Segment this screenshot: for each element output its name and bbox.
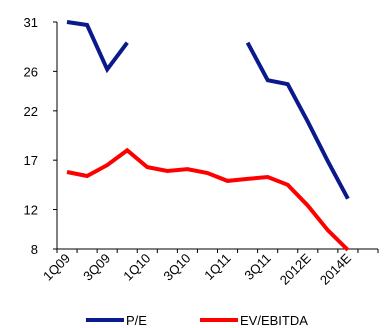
- x-tick-label: 3Q09: [80, 251, 113, 284]
- y-tick-label: 31: [24, 15, 38, 30]
- x-tick-label: 1Q11: [201, 251, 233, 283]
- x-tick-label: 1Q09: [40, 251, 73, 284]
- series-line-ev-ebitda: [66, 147, 350, 252]
- axes: [53, 21, 379, 253]
- series-line-p-e: [66, 20, 350, 200]
- legend-label-p-e: P/E: [126, 313, 147, 328]
- legend-label-ev-ebitda: EV/EBITDA: [240, 313, 308, 328]
- x-tick-label: 3Q11: [241, 251, 273, 283]
- x-axis-tick-labels: 1Q09 3Q09 1Q10 3Q10 1Q11 3Q11 2012E 2014E: [40, 250, 354, 287]
- x-tick-label: 2014E: [317, 250, 354, 287]
- x-tick-label: 1Q10: [120, 251, 153, 284]
- y-tick-label: 8: [31, 242, 38, 257]
- y-tick-label: 26: [24, 64, 38, 79]
- y-tick-label: 22: [24, 104, 38, 119]
- x-tick-label: 2012E: [277, 250, 314, 287]
- x-tick-label: 3Q10: [160, 251, 193, 284]
- y-tick-label: 17: [24, 153, 38, 168]
- y-tick-label: 12: [24, 203, 38, 218]
- legend: P/E EV/EBITDA: [86, 313, 308, 328]
- y-axis-tick-labels: 8 12 17 22 26 31: [24, 15, 38, 257]
- series-lines: [66, 20, 350, 252]
